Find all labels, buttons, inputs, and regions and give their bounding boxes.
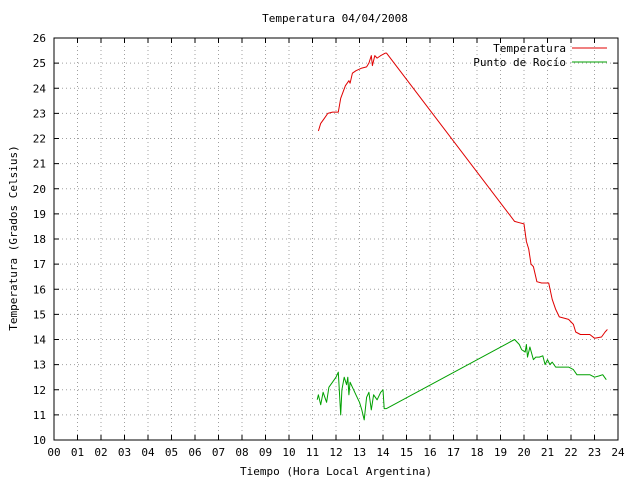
chart-title: Temperatura 04/04/2008 (262, 12, 408, 25)
x-tick-label: 24 (611, 446, 625, 459)
x-tick-label: 01 (71, 446, 84, 459)
x-tick-label: 03 (118, 446, 131, 459)
y-tick-label: 22 (33, 133, 46, 146)
x-tick-label: 17 (447, 446, 460, 459)
x-tick-label: 12 (329, 446, 342, 459)
x-tick-label: 09 (259, 446, 272, 459)
x-tick-label: 20 (517, 446, 530, 459)
x-tick-label: 13 (353, 446, 366, 459)
x-tick-label: 15 (400, 446, 413, 459)
y-axis-label: Temperatura (Grados Celsius) (7, 145, 20, 330)
x-tick-label: 18 (470, 446, 483, 459)
y-tick-label: 24 (33, 82, 47, 95)
y-tick-label: 20 (33, 183, 46, 196)
x-tick-label: 16 (423, 446, 436, 459)
x-axis-label: Tiempo (Hora Local Argentina) (240, 465, 432, 478)
y-tick-label: 21 (33, 158, 46, 171)
y-tick-label: 26 (33, 32, 46, 45)
x-tick-label: 11 (306, 446, 319, 459)
grid (54, 38, 618, 440)
legend-label: Temperatura (493, 42, 566, 55)
x-tick-label: 19 (494, 446, 507, 459)
x-tick-label: 00 (47, 446, 60, 459)
y-tick-label: 15 (33, 308, 46, 321)
x-tick-label: 05 (165, 446, 178, 459)
x-tick-label: 21 (541, 446, 554, 459)
y-tick-label: 16 (33, 283, 46, 296)
y-tick-label: 23 (33, 107, 46, 120)
x-tick-label: 04 (141, 446, 155, 459)
y-tick-label: 13 (33, 359, 46, 372)
x-tick-label: 10 (282, 446, 295, 459)
y-tick-label: 12 (33, 384, 46, 397)
data-series (316, 52, 608, 421)
y-tick-label: 19 (33, 208, 46, 221)
plot-frame (53, 37, 619, 441)
x-tick-label: 22 (564, 446, 577, 459)
x-tick-label: 06 (188, 446, 201, 459)
axis-ticks: 00 01 02 03 04 05 06 07 08 09 10 11 12 13 14 15 16 17 18 19… (33, 32, 625, 459)
x-tick-label: 07 (212, 446, 225, 459)
legend-label: Punto de Rocío (473, 56, 566, 69)
y-tick-label: 10 (33, 434, 46, 447)
x-tick-label: 08 (235, 446, 248, 459)
y-tick-label: 14 (33, 334, 47, 347)
y-tick-label: 11 (33, 409, 46, 422)
y-tick-label: 17 (33, 258, 46, 271)
x-tick-label: 02 (94, 446, 107, 459)
y-tick-label: 18 (33, 233, 46, 246)
series-line-punto-de-rocio (316, 339, 607, 421)
x-tick-label: 14 (376, 446, 390, 459)
series-line-temperatura (317, 52, 608, 339)
x-tick-label: 23 (588, 446, 601, 459)
y-tick-label: 25 (33, 57, 46, 70)
